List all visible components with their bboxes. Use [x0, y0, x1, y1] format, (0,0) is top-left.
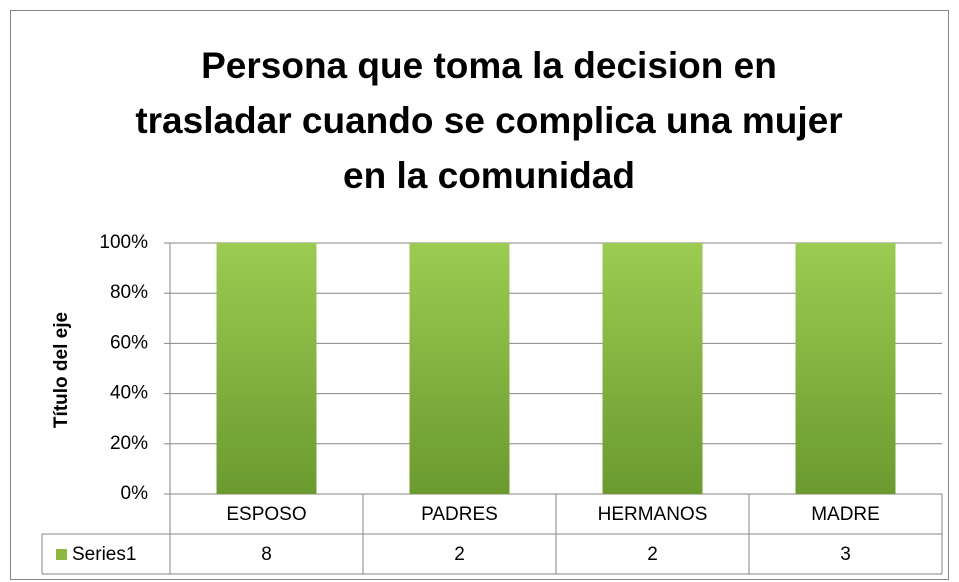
chart-border [10, 10, 949, 580]
bar [409, 243, 510, 494]
x-tick-label: ESPOSO [226, 504, 306, 525]
bar [795, 243, 896, 494]
x-tick-label: PADRES [421, 504, 498, 525]
y-tick-label: 0% [121, 483, 149, 504]
table-value: 2 [454, 544, 465, 565]
chart-title: Persona que toma la decision en traslada… [135, 45, 843, 196]
bar [602, 243, 703, 494]
x-tick-label: MADRE [811, 504, 880, 525]
legend-label: Series1 [72, 544, 136, 565]
y-tick-label: 40% [110, 383, 148, 404]
y-tick-label: 100% [99, 232, 148, 253]
y-axis-title: Título del eje [51, 312, 72, 428]
table-value: 3 [840, 544, 851, 565]
table-value: 8 [261, 544, 272, 565]
legend-swatch [56, 549, 67, 560]
y-tick-label: 60% [110, 332, 148, 353]
x-tick-label: HERMANOS [598, 504, 708, 525]
y-tick-label: 20% [110, 433, 148, 454]
table-value: 2 [647, 544, 658, 565]
y-tick-label: 80% [110, 282, 148, 303]
bar [216, 243, 317, 494]
